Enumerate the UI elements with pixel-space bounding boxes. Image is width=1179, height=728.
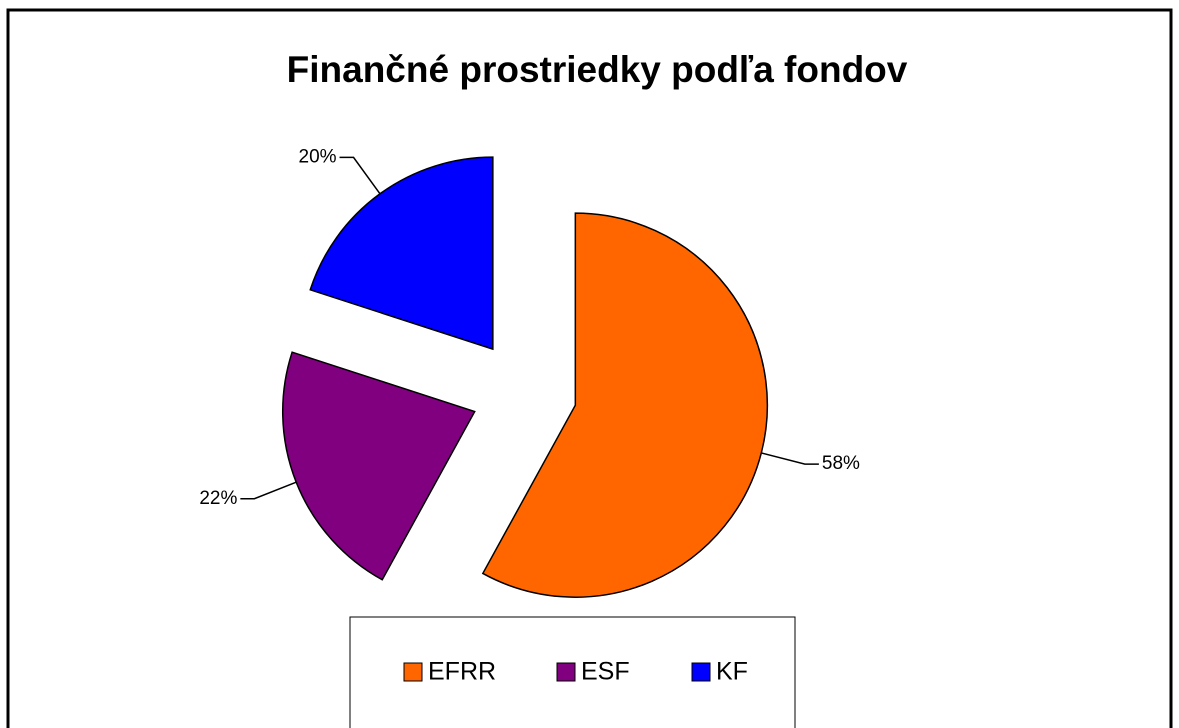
- legend-label: EFRR: [428, 658, 496, 686]
- pie-slice: [281, 351, 476, 581]
- leader-line: [339, 156, 381, 195]
- leader-line: [761, 452, 819, 465]
- chart-title: Finančné prostriedky podľa fondov: [287, 49, 908, 90]
- leader-line: [240, 481, 297, 500]
- data-label: 20%: [299, 146, 337, 167]
- data-label: 58%: [822, 453, 860, 474]
- pie-slice: [481, 212, 769, 598]
- legend-label: KF: [716, 658, 748, 686]
- legend-label: ESF: [581, 658, 630, 686]
- legend-swatch: [556, 662, 576, 682]
- legend-swatch: [403, 662, 423, 682]
- legend-swatch: [691, 662, 711, 682]
- data-label: 22%: [199, 488, 237, 509]
- pie-slice: [309, 156, 494, 351]
